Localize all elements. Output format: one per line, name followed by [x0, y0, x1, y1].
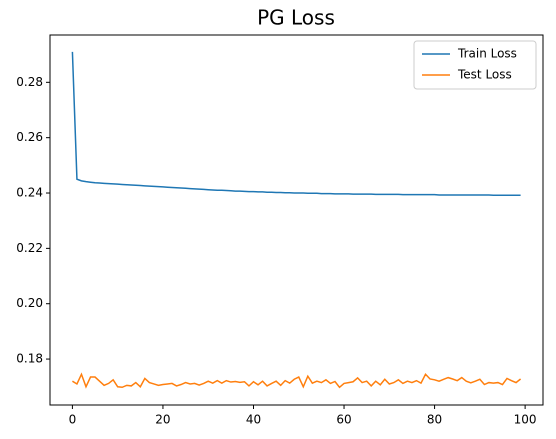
legend-label: Test Loss	[457, 68, 512, 82]
y-tick-label: 0.20	[16, 296, 43, 310]
x-tick-label: 80	[427, 413, 442, 427]
y-tick-label: 0.22	[16, 241, 43, 255]
y-tick-label: 0.24	[16, 186, 43, 200]
chart-title: PG Loss	[257, 6, 335, 30]
x-tick-label: 0	[69, 413, 77, 427]
x-tick-label: 20	[155, 413, 170, 427]
line	[71, 51, 521, 196]
x-tick-label: 100	[514, 413, 537, 427]
plot-frame	[49, 34, 544, 406]
y-tick-label: 0.26	[16, 130, 43, 144]
legend-box	[413, 40, 537, 90]
y-tick-label: 0.28	[16, 75, 43, 89]
x-tick-label: 40	[246, 413, 261, 427]
line	[72, 372, 522, 389]
x-tick-label: 60	[336, 413, 351, 427]
legend-label: Train Loss	[457, 47, 517, 61]
y-tick-label: 0.18	[16, 352, 43, 366]
